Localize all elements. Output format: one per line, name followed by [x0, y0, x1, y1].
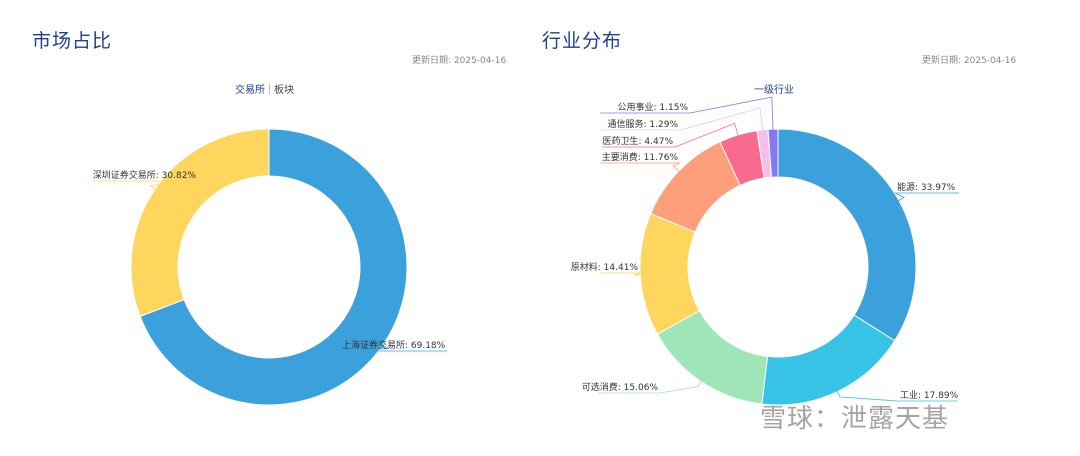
tab-bar: 一级行业 — [754, 81, 794, 96]
label-leader-line — [92, 180, 199, 191]
data-label: 工业: 17.89% — [900, 390, 959, 401]
donut-slice-2[interactable] — [130, 128, 270, 317]
donut-slice-8[interactable] — [767, 128, 779, 178]
data-label: 能源: 33.97% — [897, 181, 956, 193]
tab-exchange[interactable]: 交易所 — [235, 85, 265, 96]
data-label: 医药卫生: 4.47% — [603, 135, 674, 147]
donut-slice-1[interactable] — [777, 128, 917, 342]
label-leader-line — [600, 107, 764, 132]
data-label: 主要消费: 11.76% — [602, 151, 679, 163]
label-leader-line — [600, 96, 774, 132]
label-leader-line — [600, 272, 643, 276]
tab-divider — [269, 84, 270, 94]
industry-donut-chart: 能源: 33.97% 工业: 17.89% 可选消费: 15.06% 原材料: 14.… — [571, 96, 959, 406]
update-date: 更新日期: 2025-04-16 — [922, 56, 1017, 66]
donut-slice-2[interactable] — [761, 314, 896, 406]
market-share-donut-chart: 上海证券交易所: 69.18% 深圳证券交易所: 30.82% — [92, 128, 447, 406]
tab-level1-industry[interactable]: 一级行业 — [754, 85, 794, 96]
label-leader-line — [600, 162, 681, 173]
panel-title: 市场占比 — [32, 30, 113, 52]
industry-distribution-panel: 行业分布 更新日期: 2025-04-16 一级行业 能源: 33.97% 工业:… — [540, 0, 1080, 456]
data-label: 原材料: 14.41% — [571, 261, 639, 273]
tab-board[interactable]: 板块 — [274, 85, 294, 96]
data-label: 公用事业: 1.15% — [618, 101, 689, 113]
watermark: 雪球：泄露天基 — [760, 404, 950, 434]
label-leader-line — [836, 389, 958, 402]
data-label: 深圳证券交易所: 30.82% — [93, 169, 197, 181]
label-leader-line — [339, 343, 447, 352]
tab-bar: 交易所 板块 — [235, 81, 294, 96]
market-share-panel: 市场占比 更新日期: 2025-04-16 交易所 板块 上海证券交易所: 69.… — [32, 30, 507, 406]
update-date: 更新日期: 2025-04-16 — [412, 56, 507, 66]
label-leader-line — [602, 122, 740, 148]
label-leader-line — [598, 379, 703, 394]
data-label: 可选消费: 15.06% — [582, 381, 659, 393]
panel-title: 行业分布 — [542, 30, 623, 52]
data-label: 通信服务: 1.29% — [608, 118, 679, 130]
data-label: 上海证券交易所: 69.18% — [342, 339, 446, 351]
donut-slice-1[interactable] — [139, 128, 408, 406]
donut-slice-4[interactable] — [639, 212, 701, 335]
label-leader-line — [894, 192, 959, 202]
